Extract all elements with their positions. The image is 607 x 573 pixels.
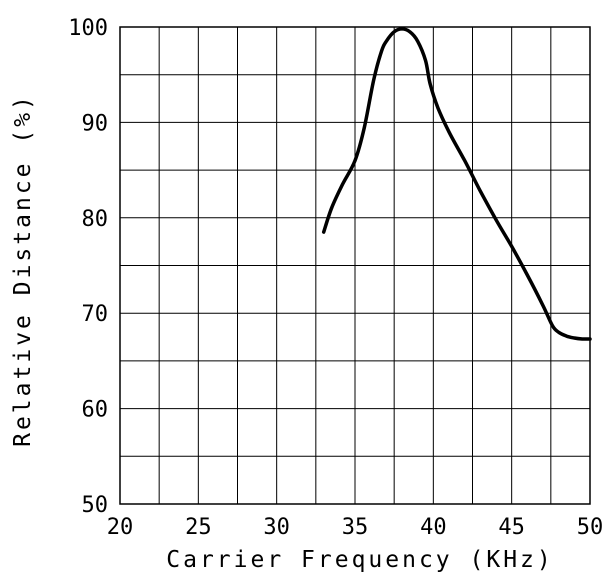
x-tick-label: 30: [263, 515, 290, 540]
y-tick-labels: 50 60 70 80 90 100: [68, 16, 108, 518]
y-axis-label: Relative Distance (%): [10, 93, 36, 447]
x-tick-label: 20: [107, 515, 134, 540]
y-tick-label: 60: [82, 398, 109, 423]
x-axis-label: Carrier Frequency (KHz): [166, 547, 554, 573]
x-tick-label: 35: [342, 515, 369, 540]
x-tick-label: 25: [185, 515, 212, 540]
y-tick-label: 80: [82, 207, 109, 232]
y-tick-label: 100: [68, 16, 108, 41]
y-tick-label: 50: [82, 493, 109, 518]
curve-layer: [321, 27, 592, 341]
y-tick-label: 70: [82, 302, 109, 327]
x-tick-label: 40: [420, 515, 447, 540]
x-tick-label: 50: [577, 515, 604, 540]
x-tick-labels: 20 25 30 35 40 45 50: [107, 515, 604, 540]
plot-frame: [119, 26, 591, 505]
grid: [120, 27, 590, 504]
series-line: [321, 27, 592, 341]
y-tick-label: 90: [82, 111, 109, 136]
x-tick-label: 45: [498, 515, 525, 540]
